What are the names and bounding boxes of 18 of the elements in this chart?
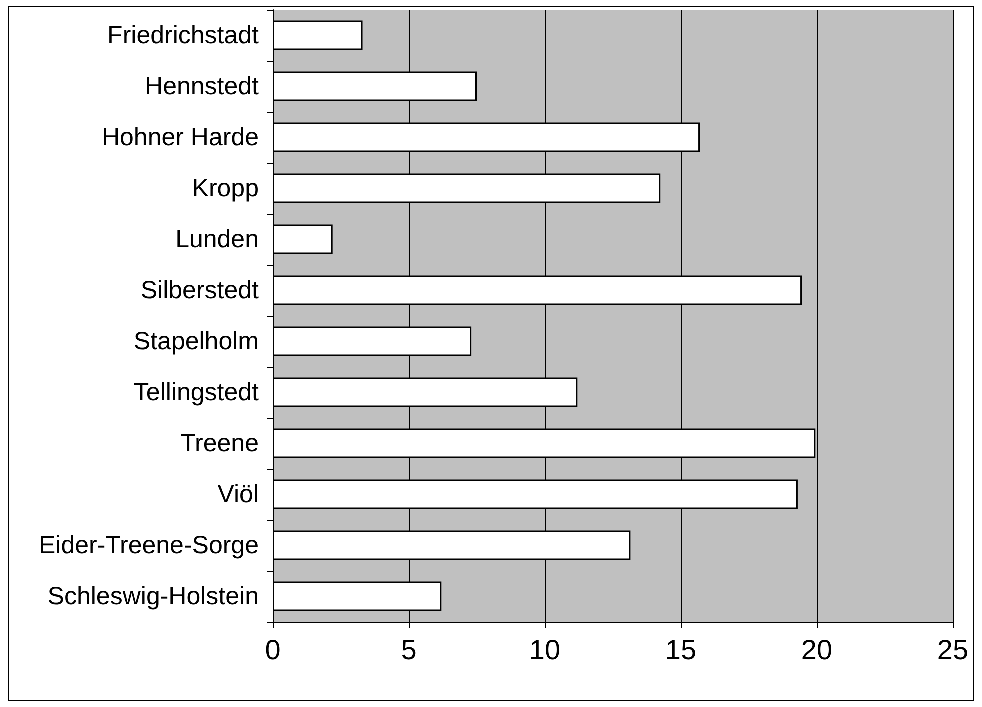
y-tick-label: Schleswig-Holstein	[48, 582, 259, 610]
y-tick-label: Kropp	[192, 174, 259, 202]
y-tick-label: Lunden	[176, 226, 259, 254]
x-tick-label: 15	[665, 634, 697, 666]
y-tick-label: Tellingstedt	[134, 378, 260, 406]
y-tick-label: Hohner Harde	[102, 124, 259, 152]
y-tick-label: Eider-Treene-Sorge	[38, 532, 259, 560]
y-tick-label: Viöl	[218, 480, 259, 508]
y-tick-label: Treene	[180, 430, 259, 458]
x-tick-label: 20	[801, 634, 833, 666]
x-tick-label: 5	[401, 634, 417, 666]
x-tick-label: 10	[529, 634, 561, 666]
x-tick-label: 25	[937, 634, 969, 666]
y-tick-label: Friedrichstadt	[108, 22, 260, 50]
y-tick-label: Stapelholm	[134, 328, 259, 356]
x-tick-label: 0	[265, 634, 281, 666]
y-tick-label: Silberstedt	[140, 276, 260, 304]
y-tick-label: Hennstedt	[145, 72, 260, 100]
